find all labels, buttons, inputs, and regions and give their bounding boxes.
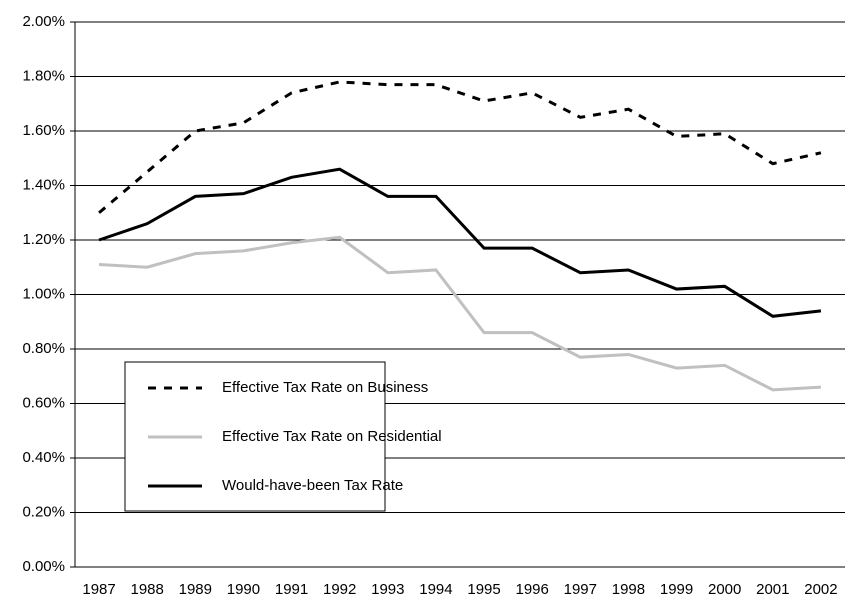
y-tick-label: 1.20%	[22, 231, 65, 248]
x-tick-label: 1997	[564, 581, 597, 598]
series-line	[98, 235, 822, 392]
y-tick-label: 1.80%	[22, 67, 65, 84]
x-tick-label: 1998	[612, 581, 645, 598]
y-tick-label: 0.80%	[22, 340, 65, 357]
x-tick-label: 1993	[371, 581, 404, 598]
y-tick-label: 0.00%	[22, 558, 65, 575]
y-tick-label: 1.00%	[22, 285, 65, 302]
x-tick-label: 1999	[660, 581, 693, 598]
x-tick-label: 1989	[179, 581, 212, 598]
y-tick-label: 1.40%	[22, 176, 65, 193]
x-tick-label: 2000	[708, 581, 741, 598]
y-tick-label: 0.40%	[22, 449, 65, 466]
legend-label: Effective Tax Rate on Residential	[222, 428, 442, 445]
x-tick-label: 1990	[227, 581, 260, 598]
y-tick-label: 1.60%	[22, 122, 65, 139]
x-tick-label: 1995	[467, 581, 500, 598]
x-tick-label: 1994	[419, 581, 452, 598]
x-tick-label: 1988	[131, 581, 164, 598]
y-tick-label: 2.00%	[22, 13, 65, 30]
series-line	[98, 167, 822, 318]
x-tick-label: 1996	[516, 581, 549, 598]
x-tick-label: 1992	[323, 581, 356, 598]
y-tick-label: 0.20%	[22, 503, 65, 520]
series-line	[98, 80, 822, 214]
x-tick-label: 1987	[82, 581, 115, 598]
x-tick-label: 2002	[804, 581, 837, 598]
y-tick-label: 0.60%	[22, 394, 65, 411]
legend-label: Effective Tax Rate on Business	[222, 379, 428, 396]
x-tick-label: 2001	[756, 581, 789, 598]
x-tick-label: 1991	[275, 581, 308, 598]
legend-label: Would-have-been Tax Rate	[222, 477, 403, 494]
